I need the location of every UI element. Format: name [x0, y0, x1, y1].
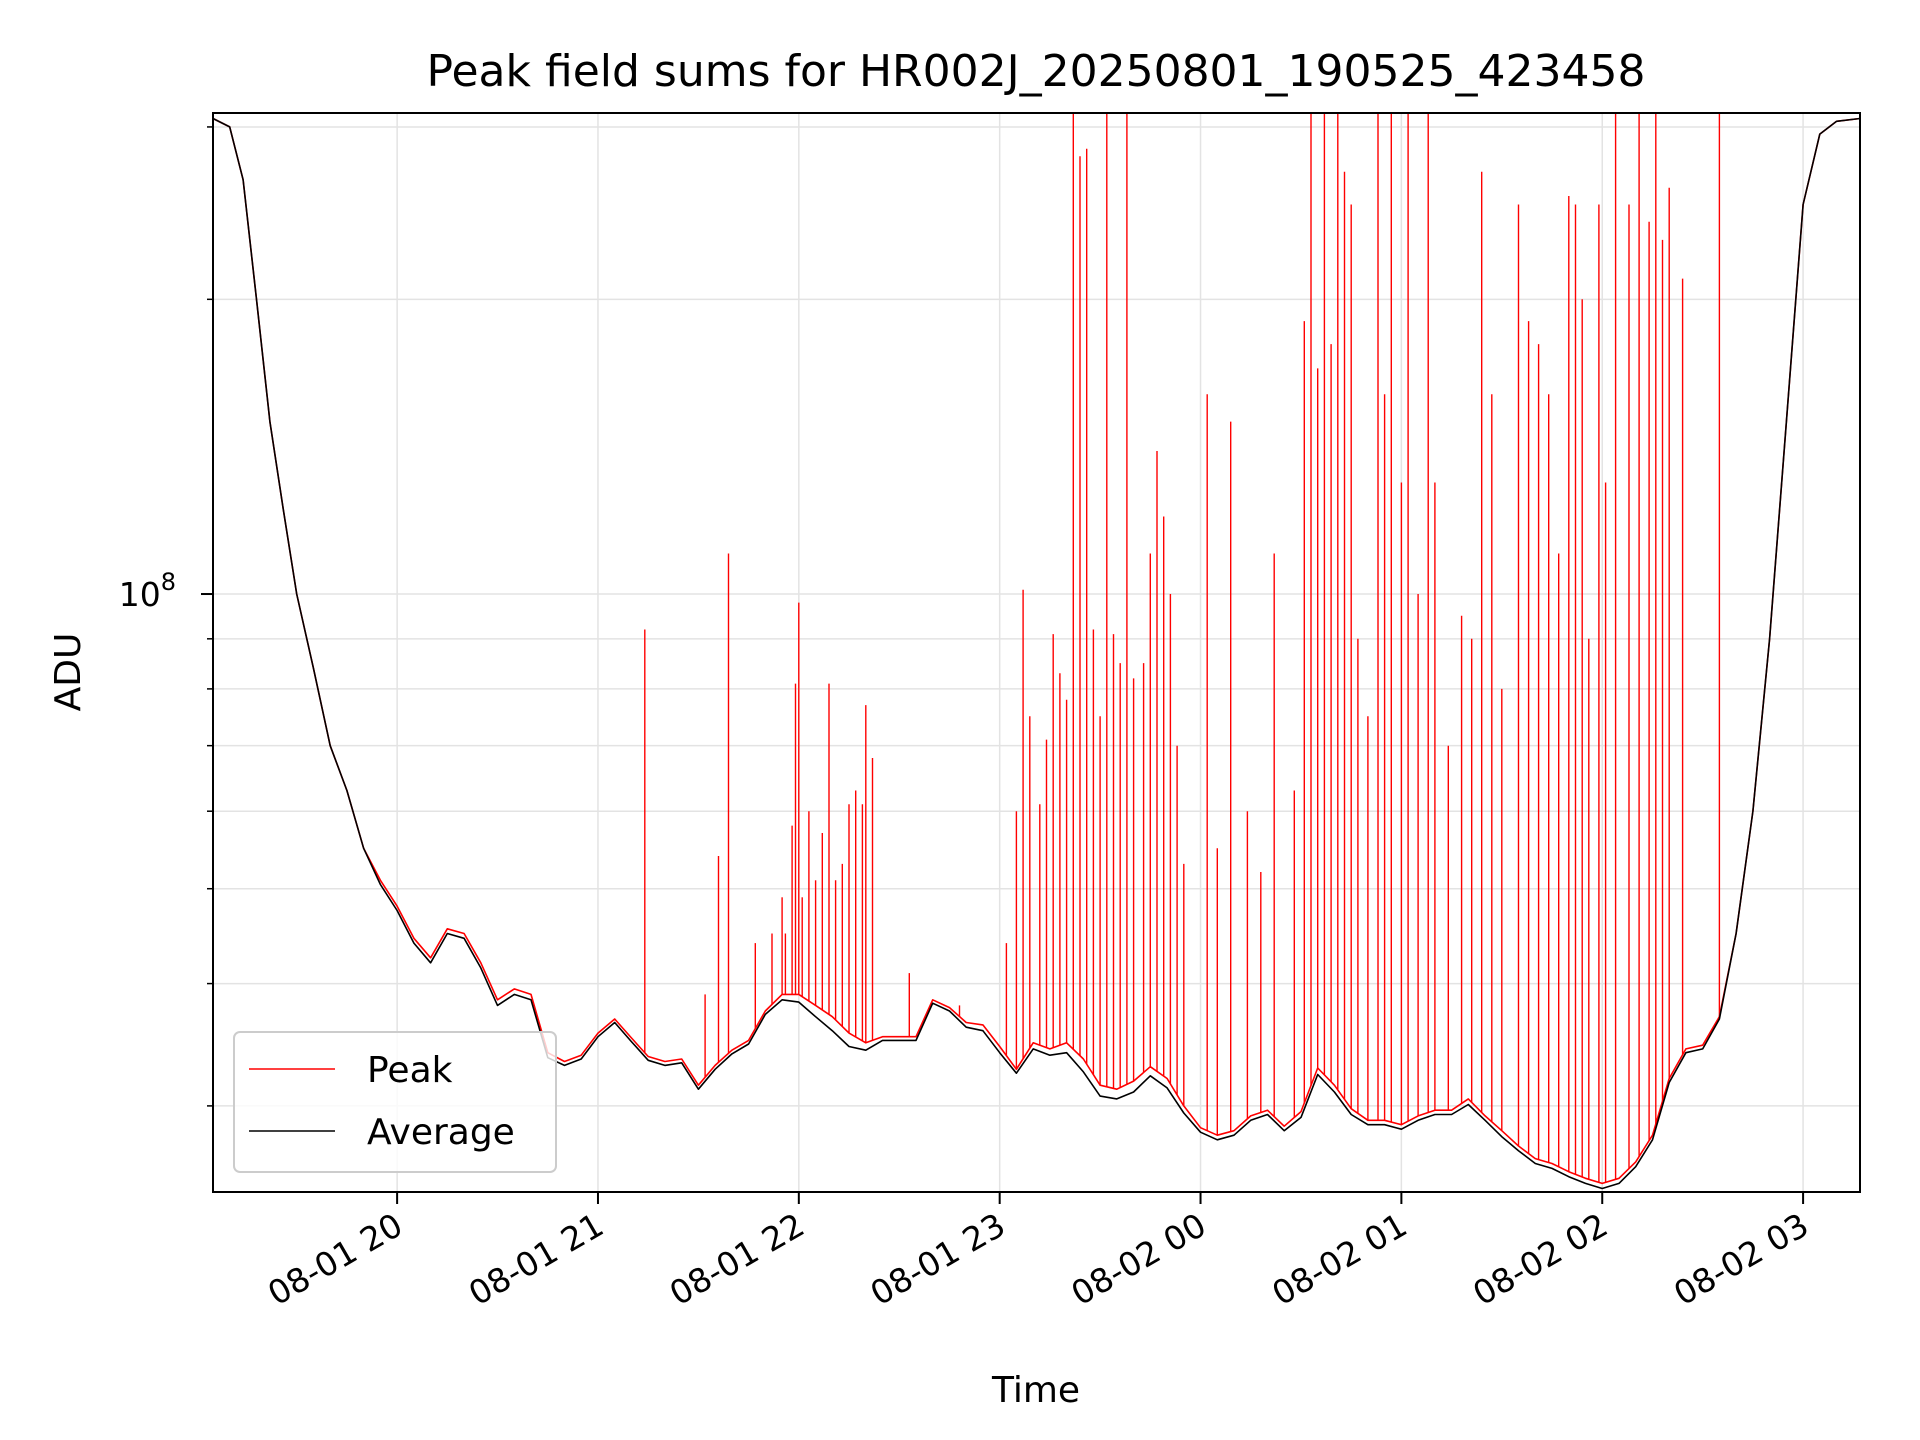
chart-title: Peak field sums for HR002J_20250801_1905… — [427, 46, 1646, 97]
plot-frame — [212, 112, 1861, 1193]
x-axis-label: Time — [991, 1370, 1080, 1411]
y-axis-ticks: 108 — [119, 126, 213, 1107]
y-tick-label-base: 10 — [119, 575, 161, 614]
legend-peak-label: Peak — [367, 1050, 453, 1091]
legend: Peak Average — [233, 1031, 557, 1173]
y-axis-label: ADU — [48, 633, 89, 712]
series-peak — [212, 113, 1861, 1185]
legend-average-label: Average — [367, 1112, 515, 1153]
series-line-average — [212, 117, 1861, 1190]
y-tick-label-exponent: 8 — [161, 568, 176, 596]
series-layer — [212, 113, 1861, 1190]
series-average — [212, 117, 1861, 1190]
legend-box — [233, 1031, 557, 1173]
series-line-peak — [212, 117, 1861, 1185]
y-tick-label: 108 — [119, 568, 176, 614]
